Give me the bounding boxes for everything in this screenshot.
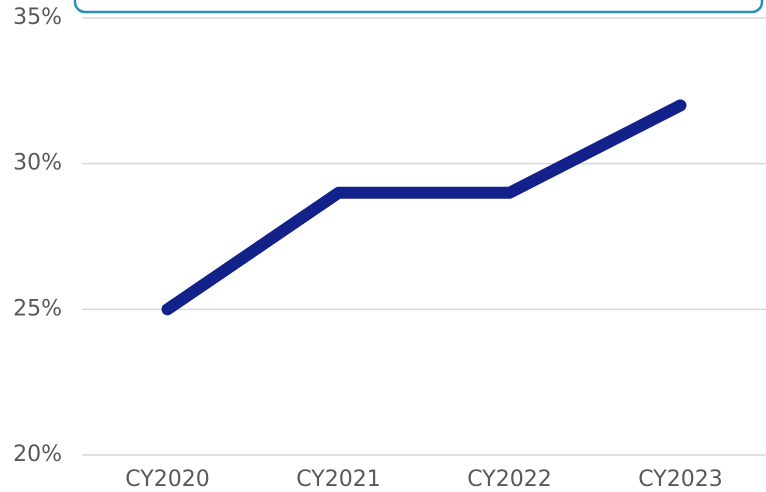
y-tick-label: 25% — [13, 296, 62, 321]
header-frame — [73, 0, 764, 14]
x-tick-label: CY2023 — [638, 467, 722, 492]
x-tick-label: CY2020 — [125, 467, 209, 492]
x-tick-label: CY2022 — [467, 467, 551, 492]
data-line — [161, 99, 687, 316]
x-tick-label: CY2021 — [296, 467, 380, 492]
y-tick-label: 30% — [13, 151, 62, 176]
y-tick-label: 20% — [13, 442, 62, 467]
y-tick-label: 35% — [13, 5, 62, 30]
